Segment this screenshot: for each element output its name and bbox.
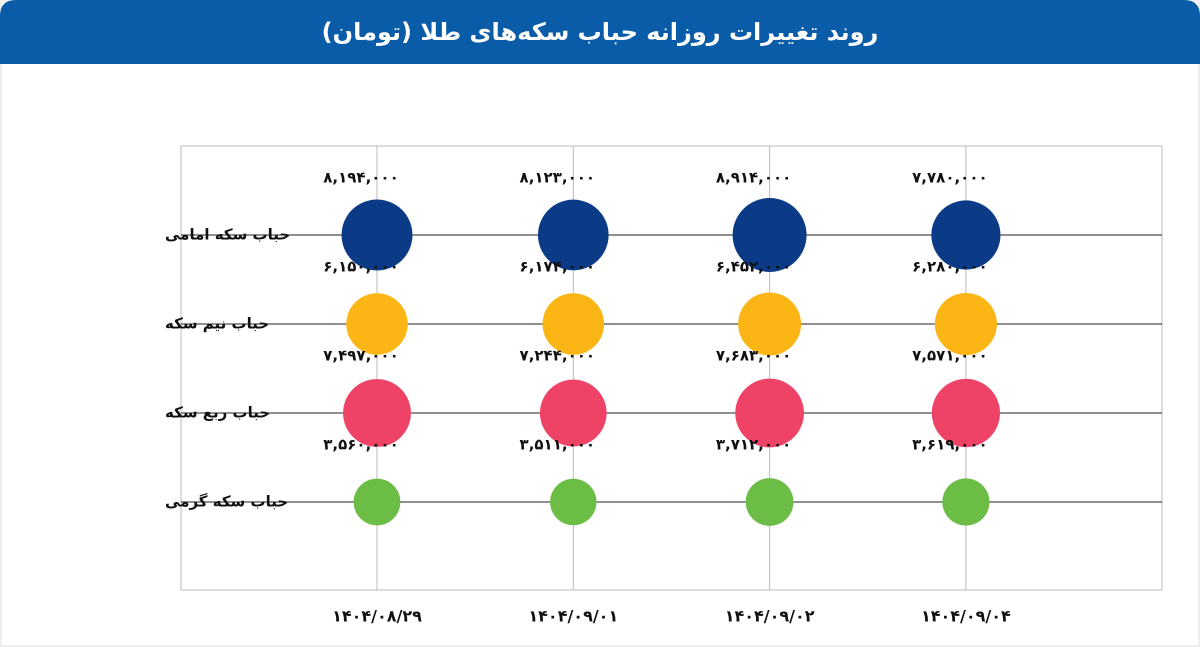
bubble xyxy=(341,199,413,271)
bubble xyxy=(343,379,411,447)
plot-area xyxy=(180,145,1163,591)
data-label: ۳,۵۱۱,۰۰۰ xyxy=(520,436,595,454)
bubble xyxy=(942,478,990,526)
data-label: ۳,۷۱۲,۰۰۰ xyxy=(716,436,791,454)
header-bar xyxy=(0,0,1200,64)
bubble xyxy=(537,199,609,271)
bubble xyxy=(346,293,408,355)
chart-title: روند تغییرات روزانه حباب سکه‌های طلا (تو… xyxy=(322,18,879,46)
data-label: ۷,۵۷۱,۰۰۰ xyxy=(912,347,987,365)
bubble xyxy=(542,293,605,355)
x-tick-label: ۱۴۰۴/۰۸/۲۹ xyxy=(332,607,422,626)
row-label: حباب سکه امامی xyxy=(165,226,290,244)
x-tick-label: ۱۴۰۴/۰۹/۰۲ xyxy=(725,607,815,626)
data-label: ۷,۷۸۰,۰۰۰ xyxy=(912,169,987,187)
data-label: ۶,۱۵۰,۰۰۰ xyxy=(323,258,398,276)
data-label: ۸,۹۱۴,۰۰۰ xyxy=(716,169,791,187)
bubble xyxy=(931,378,1000,448)
data-label: ۷,۴۹۷,۰۰۰ xyxy=(323,347,398,365)
bubble xyxy=(738,292,802,356)
bubble xyxy=(931,200,1001,270)
row-label: حباب سکه گرمی xyxy=(165,493,288,511)
data-label: ۷,۶۸۳,۰۰۰ xyxy=(716,347,791,365)
bubble xyxy=(539,379,607,447)
row-label: حباب ربع سکه xyxy=(165,404,270,422)
bubble xyxy=(550,478,597,526)
data-label: ۳,۵۶۰,۰۰۰ xyxy=(323,436,398,454)
data-label: ۶,۴۵۲,۰۰۰ xyxy=(716,258,791,276)
data-label: ۶,۱۷۴,۰۰۰ xyxy=(520,258,595,276)
bubble xyxy=(353,478,401,526)
data-label: ۷,۲۴۴,۰۰۰ xyxy=(520,347,595,365)
x-tick-label: ۱۴۰۴/۰۹/۰۱ xyxy=(528,607,618,626)
x-tick-label: ۱۴۰۴/۰۹/۰۴ xyxy=(921,607,1011,626)
data-label: ۸,۱۲۳,۰۰۰ xyxy=(520,169,595,187)
row-label: حباب نیم سکه xyxy=(165,315,269,333)
bubble xyxy=(745,478,794,526)
data-label: ۳,۶۱۹,۰۰۰ xyxy=(912,436,987,454)
bubble xyxy=(735,378,804,448)
bubble xyxy=(732,198,807,272)
bubble xyxy=(934,292,997,356)
data-label: ۸,۱۹۴,۰۰۰ xyxy=(323,169,398,187)
data-label: ۶,۲۸۰,۰۰۰ xyxy=(912,258,987,276)
